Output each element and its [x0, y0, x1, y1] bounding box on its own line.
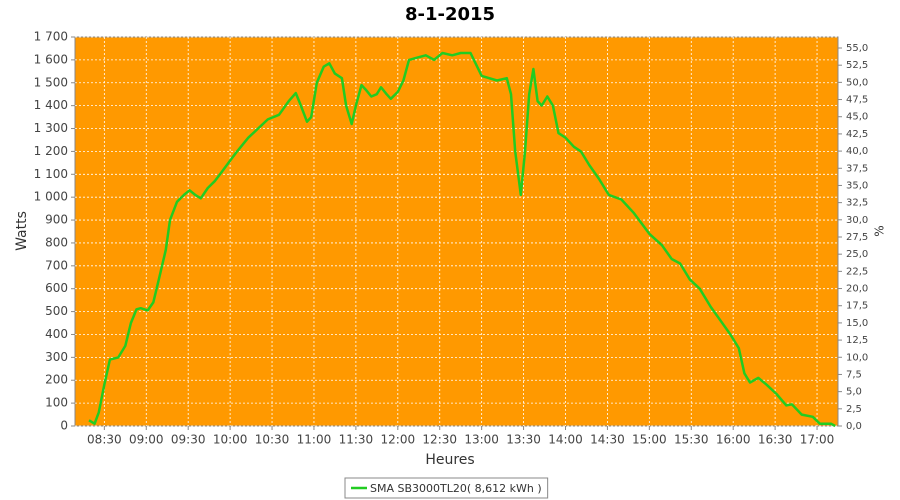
- y-tick-label: 0: [60, 419, 68, 433]
- x-tick-label: 08:30: [87, 433, 122, 447]
- y2-tick-label: 17,5: [846, 301, 868, 312]
- x-tick-label: 15:30: [674, 433, 709, 447]
- y-tick-label: 1 200: [34, 144, 68, 158]
- x-tick-label: 16:30: [758, 433, 793, 447]
- chart-title: 8-1-2015: [405, 4, 495, 25]
- x-tick-label: 09:30: [171, 433, 206, 447]
- y2-tick-label: 20,0: [846, 284, 868, 295]
- plot-area: [74, 36, 839, 427]
- y-tick-label: 1 400: [34, 98, 68, 112]
- y2-tick-label: 2,5: [846, 404, 862, 415]
- y2-axis-label: %: [873, 225, 887, 236]
- y-tick-label: 1 300: [34, 121, 68, 135]
- y-tick-label: 800: [45, 235, 68, 249]
- legend-label: SMA SB3000TL20( 8,612 kWh ): [370, 482, 542, 495]
- y2-tick-label: 40,0: [846, 146, 868, 157]
- y2-tick-label: 0,0: [846, 421, 862, 432]
- y2-tick-label: 25,0: [846, 249, 868, 260]
- y2-tick-label: 45,0: [846, 112, 868, 123]
- x-tick-label: 10:30: [255, 433, 290, 447]
- y2-tick-label: 32,5: [846, 198, 868, 209]
- y2-tick-label: 37,5: [846, 163, 868, 174]
- y2-tick-label: 52,5: [846, 60, 868, 71]
- y-tick-label: 500: [45, 304, 68, 318]
- x-tick-label: 10:00: [213, 433, 248, 447]
- y2-tick-label: 15,0: [846, 318, 868, 329]
- y-tick-label: 300: [45, 350, 68, 364]
- y-tick-label: 1 700: [34, 30, 68, 44]
- y-axis-label: Watts: [14, 211, 30, 251]
- y2-tick-label: 42,5: [846, 129, 868, 140]
- x-tick-label: 14:00: [548, 433, 583, 447]
- x-tick-label: 12:30: [422, 433, 457, 447]
- x-tick-label: 12:00: [381, 433, 416, 447]
- y2-tick-label: 55,0: [846, 43, 868, 54]
- x-tick-label: 11:00: [297, 433, 332, 447]
- y2-tick-label: 10,0: [846, 352, 868, 363]
- data-line: [88, 51, 836, 428]
- y-tick-label: 200: [45, 373, 68, 387]
- legend: SMA SB3000TL20( 8,612 kWh ): [344, 477, 549, 499]
- y-tick-label: 1 600: [34, 52, 68, 66]
- y-tick-label: 1 100: [34, 167, 68, 181]
- y-tick-label: 900: [45, 213, 68, 227]
- x-axis-label: Heures: [425, 452, 474, 468]
- y2-tick-label: 27,5: [846, 232, 868, 243]
- legend-box: [344, 477, 549, 499]
- x-tick-label: 13:30: [506, 433, 541, 447]
- y-tick-label: 1 000: [34, 190, 68, 204]
- y2-tick-label: 50,0: [846, 77, 868, 88]
- y2-tick-label: 5,0: [846, 387, 862, 398]
- y2-tick-label: 22,5: [846, 266, 868, 277]
- x-tick-label: 13:00: [464, 433, 499, 447]
- y2-tick-label: 7,5: [846, 369, 862, 380]
- y-tick-label: 100: [45, 396, 68, 410]
- y-tick-label: 600: [45, 281, 68, 295]
- x-tick-label: 15:00: [632, 433, 667, 447]
- x-tick-label: 17:00: [800, 433, 835, 447]
- y-tick-label: 700: [45, 258, 68, 272]
- y2-tick-label: 30,0: [846, 215, 868, 226]
- x-tick-label: 16:00: [716, 433, 751, 447]
- y2-tick-label: 35,0: [846, 180, 868, 191]
- y2-tick-label: 12,5: [846, 335, 868, 346]
- x-tick-label: 14:30: [590, 433, 625, 447]
- y2-tick-label: 47,5: [846, 95, 868, 106]
- x-tick-label: 11:30: [339, 433, 374, 447]
- y-tick-label: 1 500: [34, 75, 68, 89]
- x-tick-label: 09:00: [129, 433, 164, 447]
- y-tick-label: 400: [45, 327, 68, 341]
